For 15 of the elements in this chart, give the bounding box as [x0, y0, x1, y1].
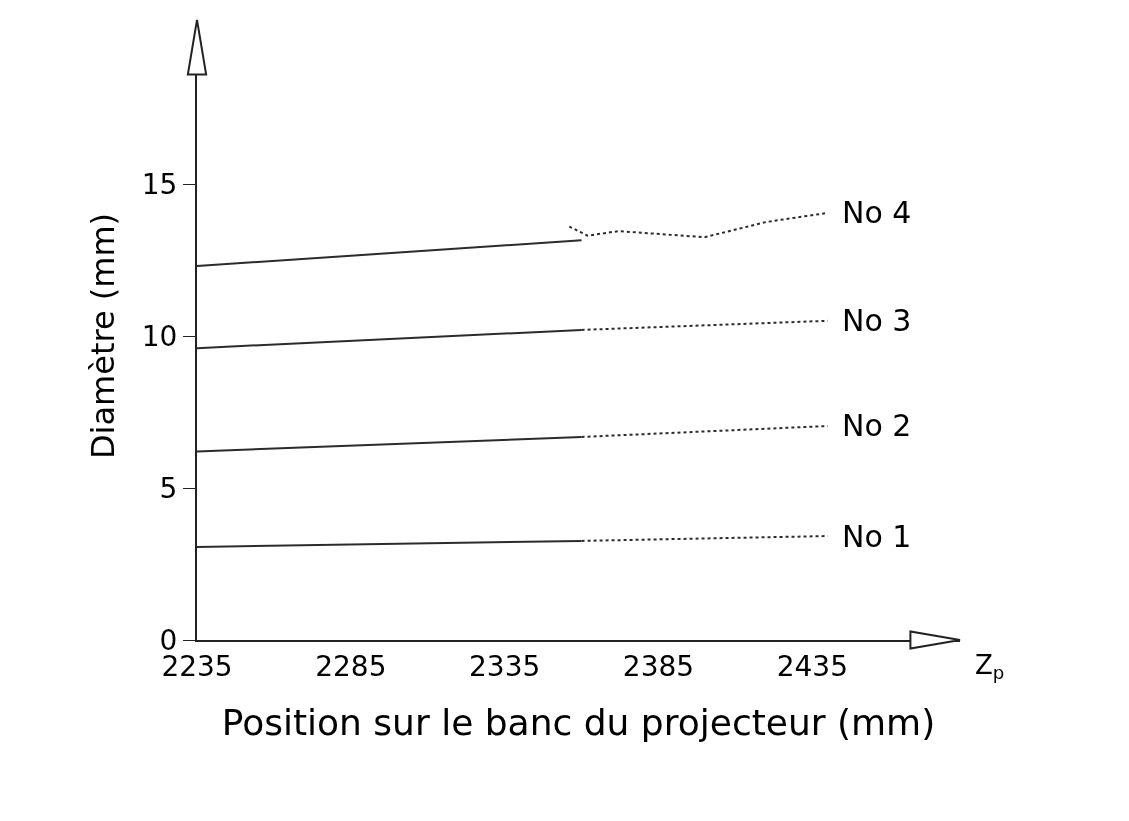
series-label: No 3 — [842, 303, 912, 338]
x-tick-label: 2385 — [622, 649, 695, 683]
x-tick-label: 2235 — [161, 649, 233, 683]
x-axis-title: Position sur le banc du projecteur (mm) — [221, 701, 936, 743]
text: Z$_{p}$ — [975, 650, 1005, 684]
x-tick-label: 2335 — [469, 649, 541, 683]
y-axis-title: Diamètre (mm) — [83, 212, 122, 460]
series-label: No 2 — [842, 408, 912, 443]
y-tick-label: 10 — [141, 319, 178, 353]
x-tick-label: 2285 — [315, 649, 387, 683]
y-tick-label: 5 — [159, 471, 178, 505]
y-tick-label: 15 — [141, 167, 178, 201]
series-label: No 4 — [842, 195, 912, 230]
series-label: No 1 — [842, 519, 912, 554]
x-tick-label: 2435 — [776, 649, 848, 683]
